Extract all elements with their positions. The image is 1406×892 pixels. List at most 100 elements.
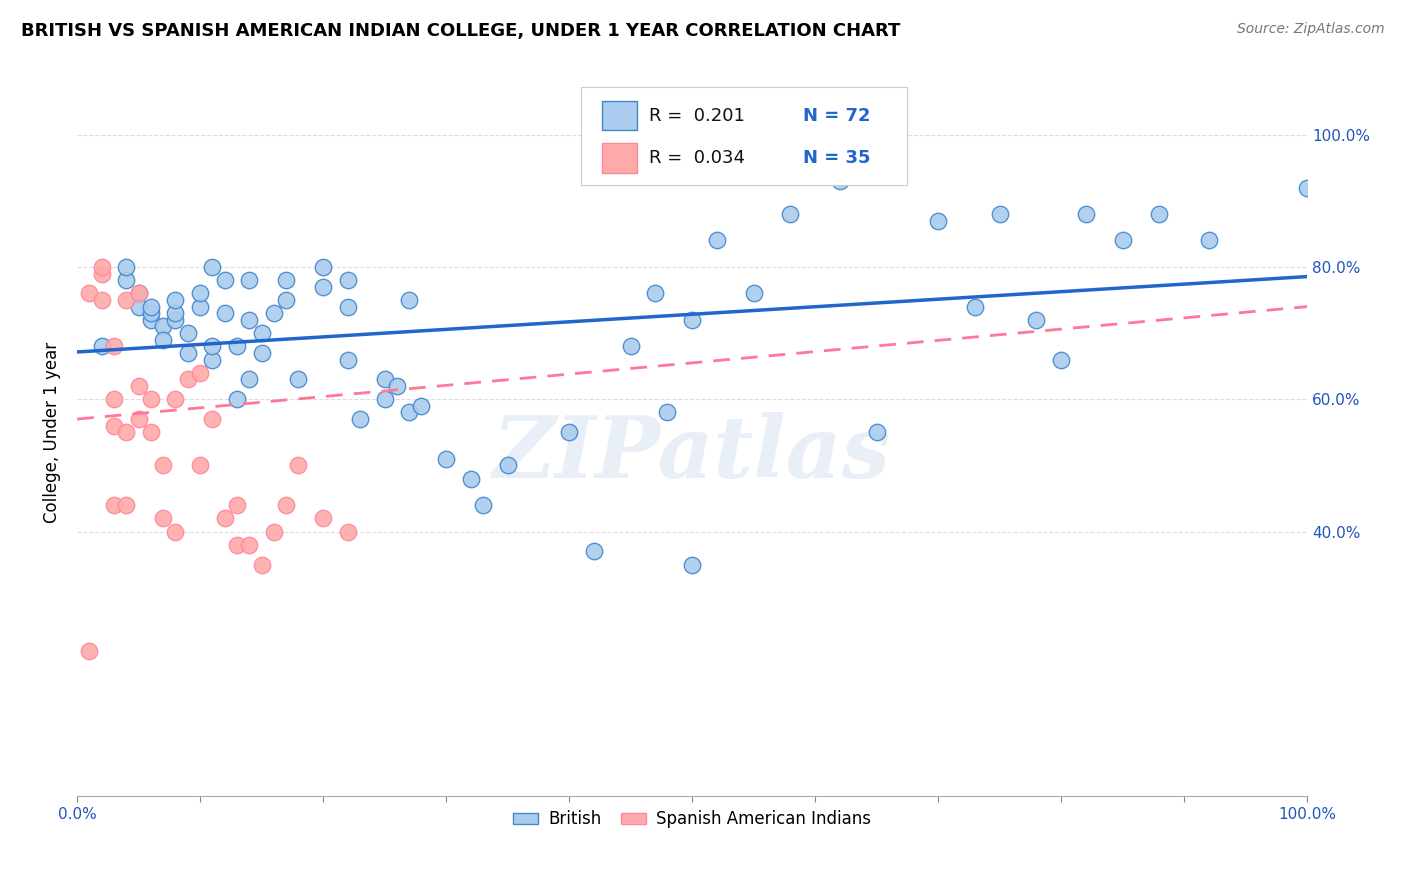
Text: N = 72: N = 72 <box>803 107 870 125</box>
Point <box>434 451 457 466</box>
FancyBboxPatch shape <box>602 102 637 130</box>
Point <box>103 418 125 433</box>
Point <box>139 313 162 327</box>
Point <box>103 498 125 512</box>
Point <box>188 300 211 314</box>
Point <box>1111 234 1133 248</box>
Point <box>250 346 273 360</box>
Point <box>472 498 495 512</box>
Point <box>165 524 187 539</box>
Point <box>238 538 260 552</box>
Point <box>188 286 211 301</box>
Point <box>336 273 359 287</box>
Point <box>115 293 138 307</box>
Point <box>644 286 666 301</box>
Point <box>139 300 162 314</box>
Point <box>115 425 138 440</box>
Point <box>115 273 138 287</box>
Point <box>582 544 605 558</box>
Point <box>201 260 224 274</box>
Point <box>263 524 285 539</box>
Point <box>201 352 224 367</box>
Text: ZIPatlas: ZIPatlas <box>494 412 891 496</box>
Point <box>128 412 150 426</box>
Point <box>263 306 285 320</box>
Point <box>312 511 335 525</box>
Point <box>865 425 887 440</box>
Point <box>250 558 273 572</box>
Point <box>177 372 200 386</box>
Point <box>90 260 112 274</box>
Point <box>90 339 112 353</box>
Point <box>1074 207 1097 221</box>
Point <box>201 339 224 353</box>
Point <box>312 260 335 274</box>
Point <box>398 293 420 307</box>
Point <box>374 392 396 407</box>
Point <box>128 286 150 301</box>
Point <box>349 412 371 426</box>
Text: N = 35: N = 35 <box>803 149 870 167</box>
Legend: British, Spanish American Indians: British, Spanish American Indians <box>506 804 877 835</box>
Point <box>152 458 174 473</box>
Point <box>963 300 986 314</box>
Point <box>128 300 150 314</box>
Point <box>238 313 260 327</box>
Point <box>90 293 112 307</box>
Point <box>336 524 359 539</box>
Point <box>188 366 211 380</box>
Point <box>214 306 236 320</box>
Point <box>988 207 1011 221</box>
Point <box>496 458 519 473</box>
Point <box>287 372 309 386</box>
Point <box>177 326 200 340</box>
Text: R =  0.201: R = 0.201 <box>650 107 745 125</box>
Point <box>90 267 112 281</box>
Point <box>828 174 851 188</box>
Point <box>152 319 174 334</box>
Point <box>374 372 396 386</box>
Point <box>398 405 420 419</box>
Point <box>1050 352 1073 367</box>
Point <box>619 339 641 353</box>
Point <box>238 372 260 386</box>
Point <box>214 511 236 525</box>
Point <box>276 293 298 307</box>
Point <box>336 300 359 314</box>
Point <box>779 207 801 221</box>
Point <box>103 392 125 407</box>
Point <box>165 392 187 407</box>
Text: BRITISH VS SPANISH AMERICAN INDIAN COLLEGE, UNDER 1 YEAR CORRELATION CHART: BRITISH VS SPANISH AMERICAN INDIAN COLLE… <box>21 22 900 40</box>
Text: Source: ZipAtlas.com: Source: ZipAtlas.com <box>1237 22 1385 37</box>
FancyBboxPatch shape <box>581 87 907 185</box>
Point <box>128 379 150 393</box>
Point <box>312 280 335 294</box>
Point <box>115 498 138 512</box>
Text: R =  0.034: R = 0.034 <box>650 149 745 167</box>
Point <box>804 161 827 175</box>
Point <box>238 273 260 287</box>
Point <box>226 498 249 512</box>
Point <box>226 339 249 353</box>
Point <box>276 273 298 287</box>
Point <box>681 558 703 572</box>
Point <box>79 286 101 301</box>
Point <box>139 306 162 320</box>
Point <box>103 339 125 353</box>
Point <box>165 313 187 327</box>
Point <box>558 425 581 440</box>
Point <box>1296 180 1319 194</box>
Point <box>152 511 174 525</box>
Point <box>188 458 211 473</box>
Point <box>201 412 224 426</box>
Point <box>681 313 703 327</box>
Point <box>165 306 187 320</box>
Point <box>1198 234 1220 248</box>
FancyBboxPatch shape <box>602 144 637 172</box>
Point <box>411 399 433 413</box>
Point <box>706 234 728 248</box>
Point <box>276 498 298 512</box>
Point <box>139 425 162 440</box>
Point <box>226 392 249 407</box>
Y-axis label: College, Under 1 year: College, Under 1 year <box>44 342 60 523</box>
